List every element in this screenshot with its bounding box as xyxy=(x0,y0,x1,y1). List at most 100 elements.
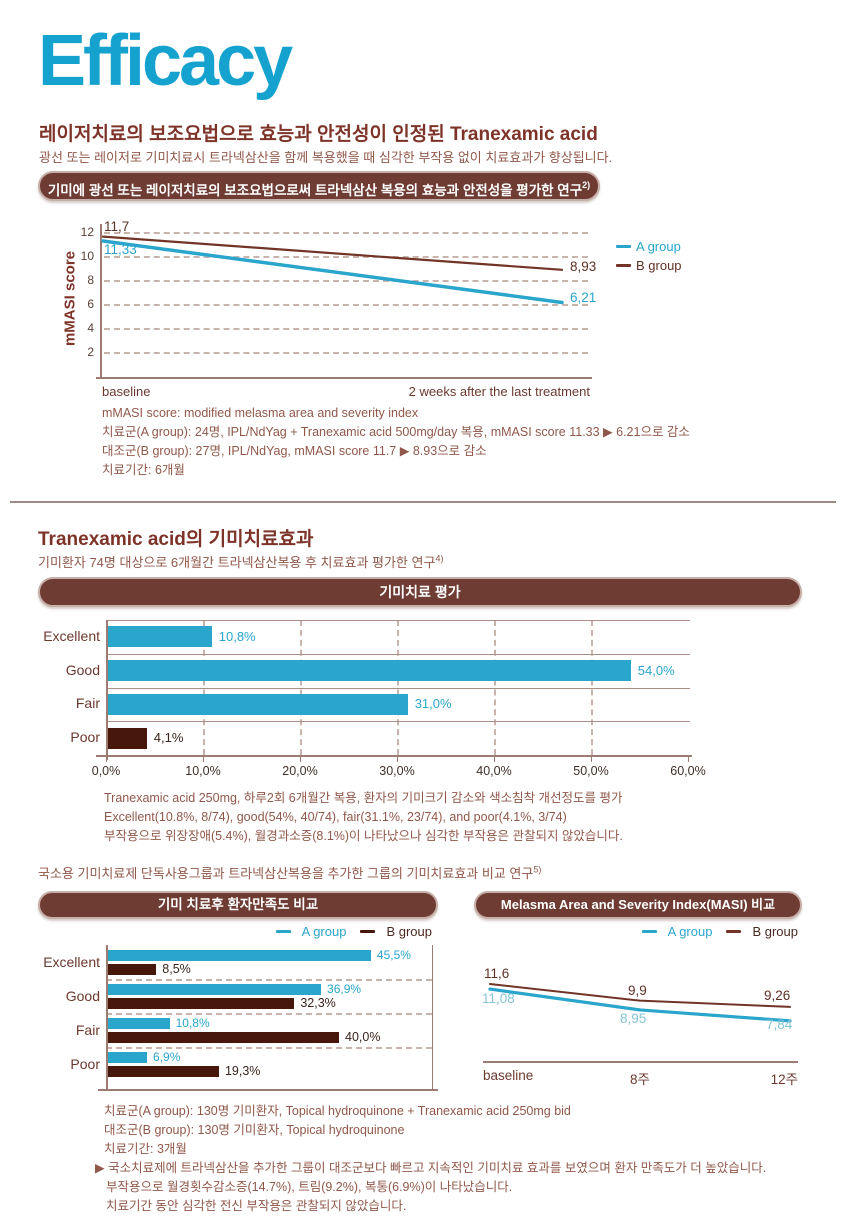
chart1-gridline xyxy=(104,256,588,258)
section3-intro: 국소용 기미치료제 단독사용그룹과 트라넥삼산복용을 추가한 그룹의 기미치료효… xyxy=(38,863,541,882)
chart1-ytick: 12 xyxy=(80,225,94,239)
section2-notes: Tranexamic acid 250mg, 하루2회 6개월간 복용, 환자의… xyxy=(104,789,623,846)
chart3-bar-b xyxy=(107,1032,339,1043)
chart2-bar xyxy=(107,626,212,648)
note-line: mMASI score: modified melasma area and s… xyxy=(102,406,419,420)
chart2-row-separator xyxy=(106,653,690,655)
chart1-value-label-b: 8,93 xyxy=(570,259,597,274)
chart3-bar-a xyxy=(107,984,322,995)
chart3-bar-b-value: 40,0% xyxy=(345,1030,381,1044)
chart3-x-axis xyxy=(98,1089,438,1091)
rating-chart-banner: 기미치료 평가 xyxy=(38,577,802,607)
chart4-value-label-a: 8,95 xyxy=(620,1011,647,1026)
chart2-xtick-label: 40,0% xyxy=(476,764,512,778)
study1-banner-ref: 2) xyxy=(582,180,591,190)
chart1-ytick: 2 xyxy=(87,345,94,359)
page-title: Efficacy xyxy=(38,21,293,101)
chart2-row-separator xyxy=(106,721,690,723)
section3-intro-ref: 5) xyxy=(533,864,542,875)
legend-b-dash-icon xyxy=(616,264,631,267)
legend-a-dash-icon xyxy=(641,930,657,933)
section1-notes: mMASI score: modified melasma area and s… xyxy=(102,404,690,480)
chart2-xtick-mark xyxy=(591,757,592,762)
chart2-category-label: Fair xyxy=(75,695,100,712)
chart2-xtick-mark xyxy=(688,757,689,762)
rating-chart-banner-text: 기미치료 평가 xyxy=(379,584,461,600)
chart1-legend-b: B group xyxy=(616,256,682,275)
legend-b-dash-icon xyxy=(360,930,376,933)
line-a-group xyxy=(101,239,564,305)
chart1-value-label-a: 11,33 xyxy=(104,242,137,257)
chart3-bar-a-value: 45,5% xyxy=(376,948,411,962)
chart3-category-label: Good xyxy=(65,988,100,1004)
study1-banner-text: 기미에 광선 또는 레이저치료의 보조요법으로써 트라넥삼산 복용의 효능과 안… xyxy=(47,182,583,198)
chart3-category-label: Poor xyxy=(70,1056,100,1072)
chart3-bar-a-value: 36,9% xyxy=(327,982,362,996)
chart4-lines xyxy=(488,983,792,1023)
section3-side-effects: 부작용으로 월경횟수감소증(14.7%), 트림(9.2%), 복통(6.9%)… xyxy=(106,1180,513,1194)
chart1-ytick: 6 xyxy=(87,297,94,311)
chart1-gridline xyxy=(104,304,588,306)
chart2-category-label: Excellent xyxy=(43,627,100,644)
section-divider xyxy=(10,501,836,503)
legend-b-dash-icon xyxy=(726,930,742,933)
section2-subheading: 기미환자 74명 대상으로 6개월간 트라넥삼산복용 후 치료효과 평가한 연구… xyxy=(38,552,443,571)
chart1-ytick: 8 xyxy=(87,273,94,287)
chart3-right-border xyxy=(432,945,433,1089)
chart2-xtick-label: 30,0% xyxy=(379,764,415,778)
satisfaction-chart-legend: A group B group xyxy=(106,924,432,939)
chart3-bar-a xyxy=(107,950,371,961)
note-line: 치료기간: 6개월 xyxy=(102,463,185,477)
section2-subheading-text: 기미환자 74명 대상으로 6개월간 트라넥삼산복용 후 치료효과 평가한 연구 xyxy=(38,555,436,570)
chart3-y-axis xyxy=(106,945,108,1089)
legend-a-dash-icon xyxy=(616,245,631,248)
masi-x-label-baseline: baseline xyxy=(483,1068,534,1083)
chart4-x-axis xyxy=(483,1061,798,1063)
note-line: 부작용으로 위장장애(5.4%), 월경과소증(8.1%)이 나타났으나 심각한… xyxy=(104,829,623,843)
section1-heading: 레이저치료의 보조요법으로 효능과 안전성이 인정된 Tranexamic ac… xyxy=(39,124,598,145)
chart3-bar-a-value: 10,8% xyxy=(175,1016,210,1030)
chart3-bar-b xyxy=(107,998,295,1009)
legend-a-label: A group xyxy=(636,239,681,254)
chart1-ytick: 10 xyxy=(80,249,94,263)
chart3-bar-b-value: 19,3% xyxy=(224,1064,261,1078)
note-line: Tranexamic acid 250mg, 하루2회 6개월간 복용, 환자의… xyxy=(104,791,623,805)
chart3-separator xyxy=(106,1047,432,1049)
legend-a-label: A group xyxy=(667,924,713,939)
chart3-category-label: Excellent xyxy=(43,954,100,970)
chart2-xtick-mark xyxy=(397,757,398,762)
chart2-row-separator xyxy=(106,687,690,689)
legend-b-label: B group xyxy=(636,258,682,273)
line-b-group xyxy=(101,235,564,271)
satisfaction-chart-banner-text: 기미 치료후 환자만족도 비교 xyxy=(157,897,319,912)
chart2-xtick-label: 20,0% xyxy=(282,764,318,778)
chart2-xtick-label: 50,0% xyxy=(573,764,609,778)
chart2-bar xyxy=(107,660,631,682)
chart4-value-label-a: 11,08 xyxy=(482,991,515,1006)
chart3-separator xyxy=(106,979,432,981)
chart2-xtick-mark xyxy=(203,757,204,762)
chart2-xtick-mark xyxy=(106,757,107,762)
chart1-legend: A group B group xyxy=(616,237,682,275)
chart1-x-axis xyxy=(96,377,592,379)
masi-x-label-12weeks: 12주 xyxy=(770,1072,798,1087)
line-a-group xyxy=(488,987,792,1023)
note-line: Excellent(10.8%, 8/74), good(54%, 40/74)… xyxy=(104,810,567,824)
chart2-row-separator xyxy=(106,620,690,621)
chart3-bar-a xyxy=(107,1018,170,1029)
chart1-gridline xyxy=(104,328,588,330)
section3-safety: 치료기간 동안 심각한 전신 부작용은 관찰되지 않았습니다. xyxy=(106,1199,407,1213)
study1-banner: 기미에 광선 또는 레이저치료의 보조요법으로써 트라넥삼산 복용의 효능과 안… xyxy=(38,171,600,201)
note-line: 치료군(A group): 24명, IPL/NdYag + Tranexami… xyxy=(102,425,690,439)
legend-b-label: B group xyxy=(386,924,432,939)
chart2-xtick-mark xyxy=(494,757,495,762)
chart3-bar-b xyxy=(107,1066,219,1077)
chart1-lines xyxy=(101,235,564,305)
masi-chart-banner-text: Melasma Area and Severity Index(MASI) 비교 xyxy=(500,897,776,912)
chart1-x-label-baseline: baseline xyxy=(102,384,151,399)
section3-intro-text: 국소용 기미치료제 단독사용그룹과 트라넥삼산복용을 추가한 그룹의 기미치료효… xyxy=(38,866,534,881)
line-b-group xyxy=(489,983,791,1008)
chart2-bar-value: 10,8% xyxy=(218,628,256,644)
chart3-bar-b-value: 32,3% xyxy=(300,996,336,1010)
